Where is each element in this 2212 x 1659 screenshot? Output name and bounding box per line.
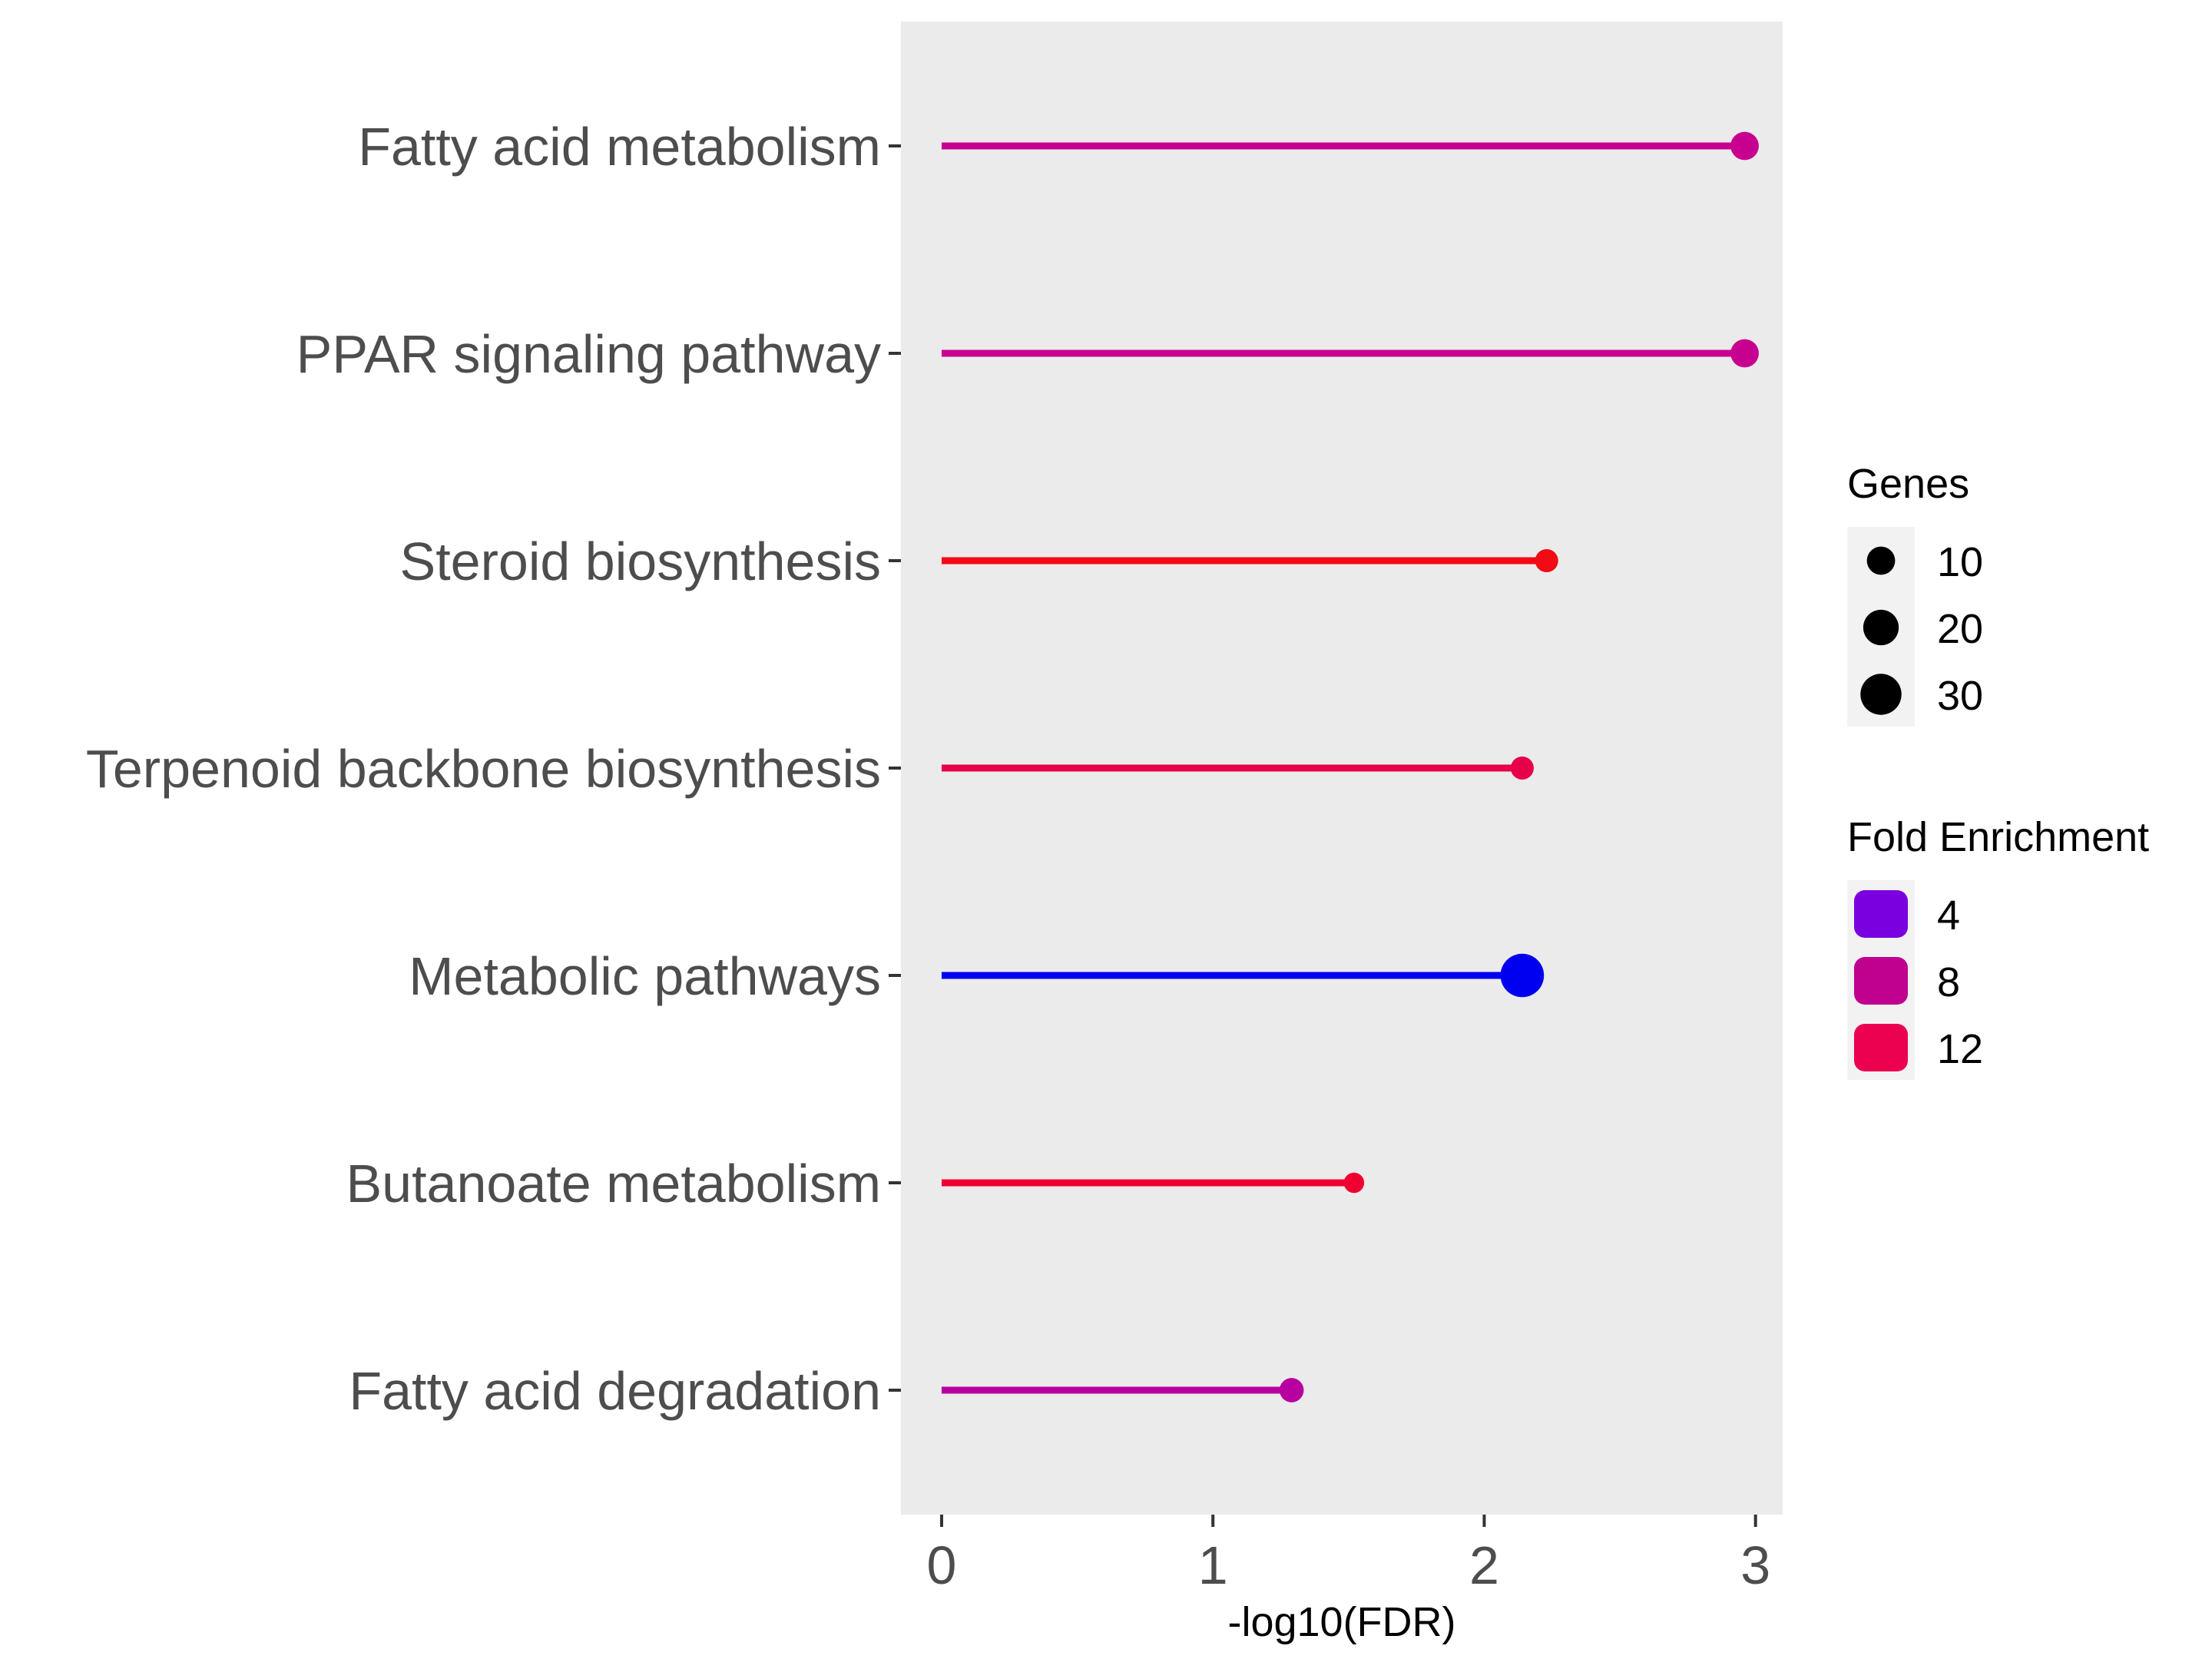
lollipop-point [1730,339,1759,368]
y-category-label: Butanoate metabolism [346,1154,881,1214]
x-axis: 0 1 2 3 [927,1515,1770,1595]
y-category-label: Terpenoid backbone biosynthesis [86,739,881,799]
y-category-label: Steroid biosynthesis [400,531,881,591]
y-category-label: PPAR signaling pathway [296,324,881,384]
legend-fold-key [1854,1024,1908,1071]
legend-fold-key [1854,957,1908,1005]
lollipop-point [1343,1172,1365,1194]
legend-fold-title: Fold Enrichment [1847,814,2149,860]
legend-fold-label: 4 [1937,892,1960,939]
x-tick-label: 3 [1740,1535,1770,1595]
lollipop-point [1279,1378,1304,1402]
y-category-label: Fatty acid degradation [349,1361,881,1421]
legend-fold-label: 12 [1937,1026,1983,1072]
lollipop-stems [941,142,1745,1394]
y-category-label: Metabolic pathways [409,946,881,1006]
lollipop-point [1510,756,1534,780]
x-tick-label: 1 [1198,1535,1228,1595]
lollipop-point [1500,953,1545,998]
legend-fold-label: 8 [1937,959,1960,1005]
legend-genes-title: Genes [1847,461,1969,507]
lollipop-points [1279,131,1759,1402]
lollipop-point [1730,131,1759,161]
x-tick-label: 2 [1469,1535,1499,1595]
legend-genes-key [1863,609,1899,646]
y-axis: Fatty acid metabolism PPAR signaling path… [86,117,901,1421]
legend-genes-label: 30 [1937,673,1983,719]
legend-genes-key [1866,546,1896,575]
legend-fold-enrichment: Fold Enrichment 4 8 12 [1847,814,2149,1080]
y-category-label: Fatty acid metabolism [358,117,881,177]
legend-genes: Genes 10 20 30 [1847,461,1983,727]
x-tick-label: 0 [927,1535,957,1595]
legend-genes-key [1860,674,1902,715]
legend-genes-label: 10 [1937,539,1983,585]
legend-fold-key [1854,890,1908,938]
lollipop-point [1535,548,1558,573]
legend-genes-label: 20 [1937,606,1983,652]
x-axis-title: -log10(FDR) [1227,1599,1455,1645]
